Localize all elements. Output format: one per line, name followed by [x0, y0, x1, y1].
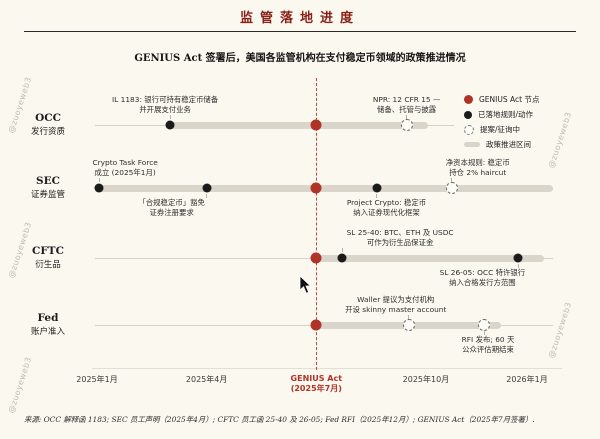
- agency-label: SEC 证券监管: [14, 175, 82, 200]
- proposed-legend-icon: [464, 124, 474, 135]
- axis-tick-label: 2026年1月: [506, 375, 548, 384]
- agency-label: CFTC 衍生品: [14, 245, 82, 270]
- done-marker: [513, 253, 523, 263]
- genius-marker: [310, 252, 322, 264]
- event-annotation: RFI 发布; 60 天 公众评估期结束: [461, 335, 515, 354]
- annotation-connector: [169, 115, 171, 119]
- done-marker: [165, 120, 175, 130]
- axis-tick: 2025年1月: [76, 374, 117, 385]
- annotation-connector: [483, 331, 485, 335]
- legend: GENIUS Act 节点 已落地规则/动作 提案/征询中政策推进区间: [464, 94, 539, 150]
- done-marker: [337, 253, 347, 263]
- agency-subtitle: 账户准入: [30, 327, 65, 337]
- proposed-marker: [445, 182, 458, 194]
- done-legend-icon: [464, 110, 472, 119]
- policy-range-bar: [99, 184, 553, 192]
- axis-tick: 2026年1月: [506, 374, 547, 385]
- agency-subtitle: 证券监管: [30, 190, 65, 200]
- genius-act-axis-line: [316, 78, 318, 370]
- annotation-connector: [206, 194, 208, 198]
- legend-item: 政策推进区间: [464, 139, 539, 150]
- genius-marker: [310, 119, 322, 131]
- mouse-cursor-icon: [299, 275, 312, 294]
- title-divider: [24, 31, 576, 32]
- event-annotation: SL 26-05: OCC 特许银行 纳入合格发行方范围: [439, 268, 526, 287]
- legend-item: GENIUS Act 节点: [464, 94, 539, 105]
- range-legend-icon: [464, 142, 480, 147]
- page-title: 监管落地进度: [239, 11, 360, 26]
- legend-label: 提案/征询中: [480, 125, 521, 134]
- legend-item: 已落地规则/动作: [464, 109, 539, 120]
- agency-name: SEC: [36, 175, 60, 187]
- event-annotation: IL 1183: 银行可持有稳定币储备 并开展支付业务: [111, 95, 219, 114]
- event-annotation: 「合规稳定币」豁免 证券注册要求: [138, 198, 205, 217]
- annotation-connector: [517, 264, 519, 268]
- axis-tick-label: 2025年10月: [402, 375, 450, 384]
- agency-subtitle: 发行资质: [30, 127, 65, 137]
- proposed-marker: [402, 319, 415, 331]
- chart-subtitle: GENIUS Act 签署后，美国各监管机构在支付稳定币领域的政策推进情况: [134, 53, 466, 64]
- annotation-connector: [98, 178, 100, 182]
- axis-tick: GENIUS Act (2025年7月): [291, 374, 343, 394]
- proposed-marker: [478, 319, 490, 331]
- event-annotation: Crypto Task Force 成立 (2025年1月): [92, 158, 158, 177]
- axis-tick-label: 2025年4月: [185, 375, 228, 384]
- agency-name: OCC: [35, 112, 61, 124]
- event-annotation: SL 25-40: BTC、ETH 及 USDC 可作为衍生品保证金: [346, 228, 454, 247]
- legend-item: 提案/征询中: [464, 124, 539, 135]
- annotation-connector: [341, 248, 343, 252]
- policy-range-bar: [165, 121, 429, 129]
- agency-subtitle: 衍生品: [35, 260, 61, 270]
- axis-tick: 2025年10月: [403, 374, 450, 385]
- agency-label: OCC 发行资质: [14, 112, 82, 137]
- legend-label: 政策推进区间: [486, 140, 531, 149]
- x-axis-line: [92, 368, 562, 369]
- proposed-marker: [400, 119, 413, 131]
- policy-range-bar: [316, 254, 545, 262]
- done-marker: [372, 183, 381, 193]
- event-annotation: 净资本规则: 稳定币 持仓 2% haircut: [445, 158, 510, 177]
- done-marker: [94, 183, 104, 193]
- done-marker: [202, 183, 212, 193]
- axis-tick-sublabel: (2025年7月): [290, 384, 342, 393]
- annotation-connector: [376, 194, 377, 198]
- axis-tick-label: GENIUS Act: [290, 374, 343, 383]
- source-note: 来源: OCC 解释函 1183; SEC 员工声明（2025年4月）; CFT…: [24, 415, 535, 424]
- agency-label: Fed 账户准入: [14, 312, 82, 337]
- genius-marker: [310, 182, 322, 194]
- genius-marker: [310, 319, 322, 331]
- legend-label: GENIUS Act 节点: [479, 95, 540, 104]
- genius-legend-icon: [464, 95, 473, 104]
- axis-tick: 2025年4月: [186, 374, 227, 385]
- annotation-connector: [406, 115, 408, 119]
- event-annotation: Waller 提议为支付机构 开设 skinny master account: [345, 295, 447, 314]
- event-annotation: NPR: 12 CFR 15 — 储备、托管与披露: [372, 95, 441, 114]
- legend-label: 已落地规则/动作: [478, 110, 534, 119]
- agency-name: Fed: [37, 312, 59, 324]
- agency-name: CFTC: [32, 245, 64, 257]
- axis-tick-label: 2025年1月: [76, 375, 118, 384]
- annotation-connector: [408, 315, 410, 319]
- event-annotation: Project Crypto: 稳定币 纳入证券现代化框架: [346, 198, 427, 217]
- annotation-connector: [451, 178, 453, 182]
